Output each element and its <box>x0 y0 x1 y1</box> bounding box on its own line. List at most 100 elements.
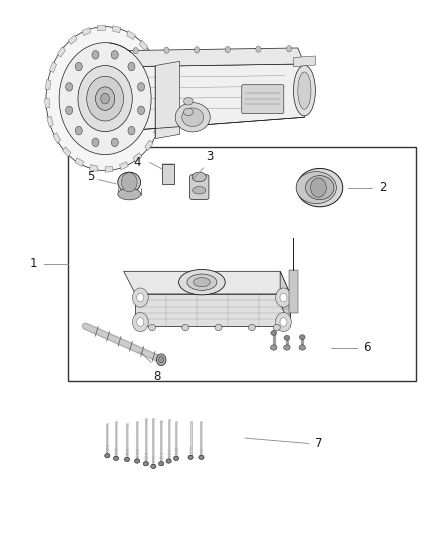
Bar <box>289 270 298 312</box>
Polygon shape <box>49 62 57 72</box>
Circle shape <box>111 51 118 59</box>
Circle shape <box>280 318 287 326</box>
Ellipse shape <box>105 454 110 458</box>
Ellipse shape <box>248 324 255 330</box>
Circle shape <box>75 62 82 71</box>
Polygon shape <box>145 140 153 151</box>
Text: 6: 6 <box>364 341 371 354</box>
Polygon shape <box>113 26 121 33</box>
Circle shape <box>128 126 135 135</box>
Circle shape <box>280 293 287 302</box>
Ellipse shape <box>175 102 210 132</box>
Circle shape <box>164 47 169 53</box>
Polygon shape <box>127 64 304 131</box>
Circle shape <box>78 66 132 132</box>
Polygon shape <box>139 41 148 50</box>
Polygon shape <box>159 108 165 118</box>
Polygon shape <box>293 56 315 67</box>
Text: 8: 8 <box>153 370 161 383</box>
Ellipse shape <box>143 462 148 466</box>
Circle shape <box>95 87 115 110</box>
Circle shape <box>66 106 73 115</box>
Polygon shape <box>45 99 49 108</box>
Circle shape <box>59 43 151 155</box>
Ellipse shape <box>159 462 164 466</box>
Ellipse shape <box>194 278 210 287</box>
Polygon shape <box>280 271 290 326</box>
FancyBboxPatch shape <box>242 85 284 114</box>
Circle shape <box>132 288 148 307</box>
Ellipse shape <box>271 330 277 335</box>
Ellipse shape <box>148 324 155 330</box>
Circle shape <box>225 46 230 53</box>
Ellipse shape <box>299 335 305 340</box>
Circle shape <box>111 138 118 147</box>
Polygon shape <box>133 153 142 163</box>
Ellipse shape <box>215 324 222 330</box>
Text: 5: 5 <box>87 171 94 183</box>
Circle shape <box>87 76 124 121</box>
Polygon shape <box>53 133 60 143</box>
Ellipse shape <box>118 172 141 192</box>
Ellipse shape <box>192 172 206 182</box>
Polygon shape <box>47 116 53 127</box>
Ellipse shape <box>159 357 164 363</box>
Circle shape <box>137 293 144 302</box>
Circle shape <box>276 312 291 332</box>
Circle shape <box>132 312 148 332</box>
Circle shape <box>194 47 200 53</box>
Ellipse shape <box>184 108 193 116</box>
Circle shape <box>75 126 82 135</box>
Ellipse shape <box>118 188 141 200</box>
Ellipse shape <box>297 168 343 207</box>
Circle shape <box>311 178 326 197</box>
Circle shape <box>286 46 292 52</box>
Ellipse shape <box>298 72 311 109</box>
Polygon shape <box>150 54 158 64</box>
Ellipse shape <box>284 335 290 340</box>
Ellipse shape <box>296 172 336 204</box>
Ellipse shape <box>134 459 140 463</box>
Ellipse shape <box>166 459 171 463</box>
Polygon shape <box>105 166 113 172</box>
Polygon shape <box>57 46 65 57</box>
Ellipse shape <box>184 98 193 105</box>
Polygon shape <box>62 147 71 157</box>
Ellipse shape <box>188 455 193 459</box>
Ellipse shape <box>124 457 130 462</box>
Polygon shape <box>157 70 163 81</box>
Polygon shape <box>155 61 180 139</box>
Polygon shape <box>120 161 128 169</box>
Text: 1: 1 <box>30 257 37 270</box>
Circle shape <box>128 62 135 71</box>
Polygon shape <box>161 89 166 99</box>
Circle shape <box>137 318 144 326</box>
Circle shape <box>121 173 137 192</box>
Polygon shape <box>124 271 290 294</box>
Text: 2: 2 <box>379 181 386 194</box>
Polygon shape <box>154 125 161 135</box>
Circle shape <box>138 106 145 115</box>
Ellipse shape <box>273 324 280 330</box>
Ellipse shape <box>113 456 119 461</box>
Ellipse shape <box>283 345 290 350</box>
Polygon shape <box>75 158 84 166</box>
Circle shape <box>66 83 73 91</box>
Ellipse shape <box>187 274 217 290</box>
Ellipse shape <box>293 66 315 116</box>
Circle shape <box>101 93 110 104</box>
Polygon shape <box>127 31 135 39</box>
Ellipse shape <box>299 345 305 350</box>
Circle shape <box>256 46 261 52</box>
Bar <box>68 147 416 381</box>
Polygon shape <box>68 35 77 44</box>
Ellipse shape <box>182 324 189 330</box>
Circle shape <box>276 288 291 307</box>
Polygon shape <box>82 28 91 36</box>
Ellipse shape <box>173 456 179 461</box>
Circle shape <box>92 51 99 59</box>
Text: 4: 4 <box>134 156 141 169</box>
Polygon shape <box>135 294 290 326</box>
Circle shape <box>133 47 138 54</box>
Text: 3: 3 <box>206 150 213 163</box>
